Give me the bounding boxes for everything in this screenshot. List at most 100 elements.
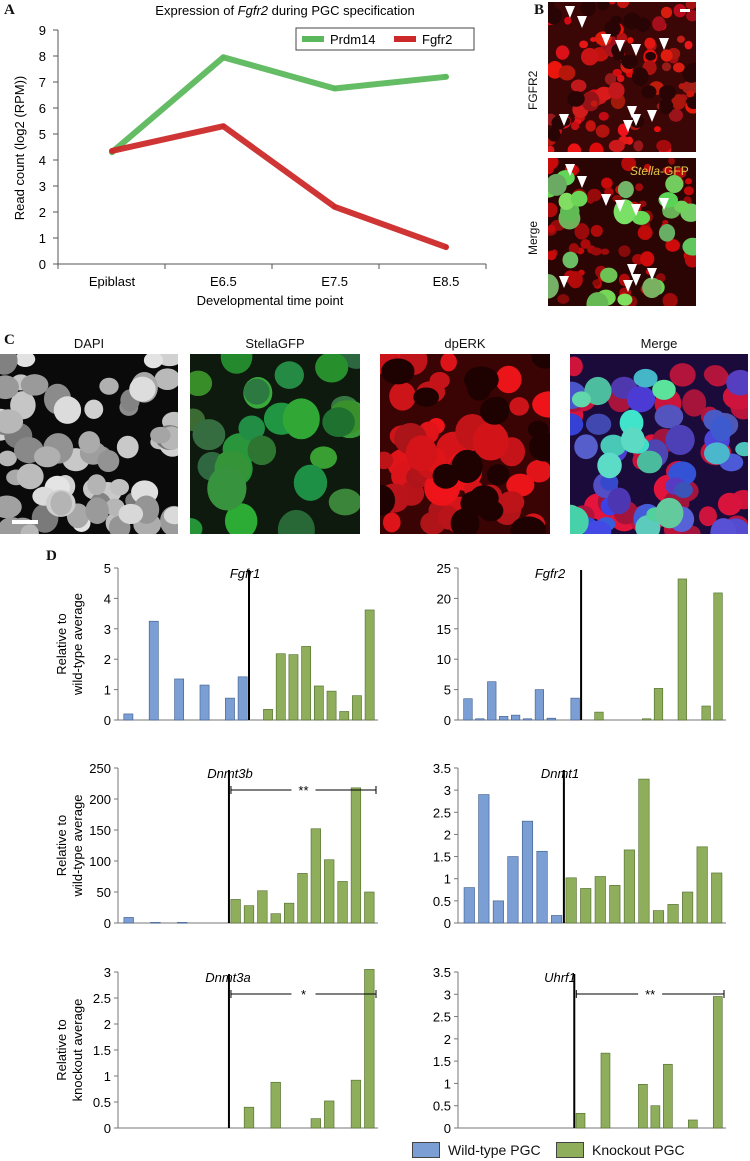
panel-letter-b: B	[534, 2, 545, 18]
cell-blob	[510, 516, 547, 534]
significance-stars: **	[645, 987, 655, 1002]
cell-blob	[618, 245, 631, 257]
cell-blob	[703, 442, 730, 465]
cell-blob	[532, 391, 550, 418]
bar-wild-type	[199, 684, 210, 721]
bar-knockout	[310, 1118, 321, 1129]
cell-blob	[717, 492, 742, 516]
bar-knockout	[663, 1063, 673, 1129]
cell-blob	[528, 432, 550, 462]
cell-blob	[381, 358, 415, 385]
cell-blob	[608, 82, 625, 100]
bar-wild-type	[507, 856, 519, 924]
cell-blob	[557, 294, 570, 304]
cell-blob	[570, 506, 589, 534]
y-axis-label-line2: wild-type average	[70, 795, 85, 898]
cell-blob	[413, 387, 440, 407]
bar-wild-type	[570, 697, 580, 721]
cell-blob	[600, 434, 627, 457]
cell-blob	[621, 158, 637, 172]
cell-blob	[567, 143, 582, 152]
cell-blob	[97, 450, 120, 473]
data-point-prdm14	[220, 54, 226, 60]
y-tick-label: 15	[437, 622, 451, 637]
scale-bar-c	[12, 520, 38, 524]
cell-blob	[472, 421, 509, 461]
cell-blob	[548, 158, 559, 170]
y-tick-label: 7	[39, 75, 46, 90]
cell-blob	[698, 506, 717, 527]
y-tick-label: 1	[104, 1069, 111, 1084]
data-point-fgfr2	[332, 204, 338, 210]
significance-bg	[291, 782, 316, 794]
legend-label-prdm14: Prdm14	[330, 32, 376, 47]
cell-blob	[570, 356, 583, 377]
cell-blob	[660, 49, 673, 62]
cell-blob	[99, 377, 119, 395]
cell-blob	[0, 409, 24, 434]
arrowhead-icon	[659, 38, 669, 50]
y-tick-label: 0.5	[433, 894, 451, 909]
bar-wild-type	[492, 900, 504, 924]
panel-letter-a: A	[4, 2, 15, 18]
y-tick-label: 20	[437, 591, 451, 606]
bar-wild-type	[499, 716, 509, 721]
cell-blob	[380, 451, 394, 470]
arrowhead-icon	[659, 198, 669, 210]
cell-blob	[486, 396, 510, 421]
cell-blob	[247, 435, 277, 466]
cell-blob	[595, 124, 610, 138]
bar-knockout	[257, 890, 268, 924]
cell-blob	[548, 145, 555, 152]
cell-blob	[282, 398, 320, 440]
cell-blob	[608, 139, 625, 152]
legend-swatch-wild-type	[412, 1142, 440, 1158]
bar-knockout	[701, 705, 711, 721]
cell-blob	[674, 200, 689, 213]
bar-wild-type	[534, 689, 544, 721]
bar-chart-dnmt1: 0 0.5 1 1.5 2 2.5 3 3.5 Dnmt1	[433, 761, 726, 931]
bar-wild-type	[487, 681, 497, 721]
microscopy-merge-b	[548, 158, 696, 306]
bar-knockout	[270, 913, 281, 924]
y-tick-label: 1.5	[433, 850, 451, 865]
microscopy-merge-c	[570, 354, 748, 534]
bar-knockout	[696, 846, 708, 924]
y-tick-label: 0	[39, 257, 46, 272]
cell-blob	[665, 175, 684, 194]
arrowhead-icon	[631, 44, 641, 56]
y-tick-label: 3.5	[433, 965, 451, 980]
cell-blob	[703, 365, 727, 384]
bar-knockout	[230, 899, 241, 924]
cell-blob	[607, 487, 631, 515]
bar-knockout	[712, 996, 723, 1129]
arrowhead-icon	[559, 114, 569, 126]
y-tick-label: 2	[444, 1032, 451, 1047]
bar-wild-type	[511, 714, 521, 721]
cell-blob	[644, 37, 656, 49]
bar-knockout	[580, 888, 592, 924]
legend-knockout: Knockout PGC	[556, 1142, 685, 1158]
cell-blob	[243, 378, 270, 405]
bar-knockout	[288, 654, 299, 721]
cell-blob	[601, 177, 613, 189]
cell-blob	[495, 365, 522, 394]
bar-knockout	[638, 1084, 648, 1129]
gene-title: Fgfr2	[535, 566, 566, 581]
bar-knockout	[270, 1081, 281, 1129]
bar-chart-uhrf1: 0 0.5 1 1.5 2 2.5 3 3.5 Uhrf1 **	[433, 965, 726, 1136]
gene-title: Dnmt1	[541, 766, 579, 781]
bar-knockout	[243, 905, 255, 924]
cell-blob	[238, 415, 265, 441]
cell-blob	[570, 190, 588, 207]
cell-blob	[682, 389, 707, 417]
bar-wild-type	[237, 676, 248, 721]
bar-knockout	[594, 711, 604, 721]
bar-knockout	[609, 885, 621, 924]
y-tick-label: 3	[104, 622, 111, 637]
cell-blob	[626, 385, 656, 413]
bar-wild-type	[475, 718, 485, 721]
cell-blob	[78, 431, 101, 454]
cell-blob	[498, 491, 525, 514]
cell-blob	[669, 363, 696, 387]
